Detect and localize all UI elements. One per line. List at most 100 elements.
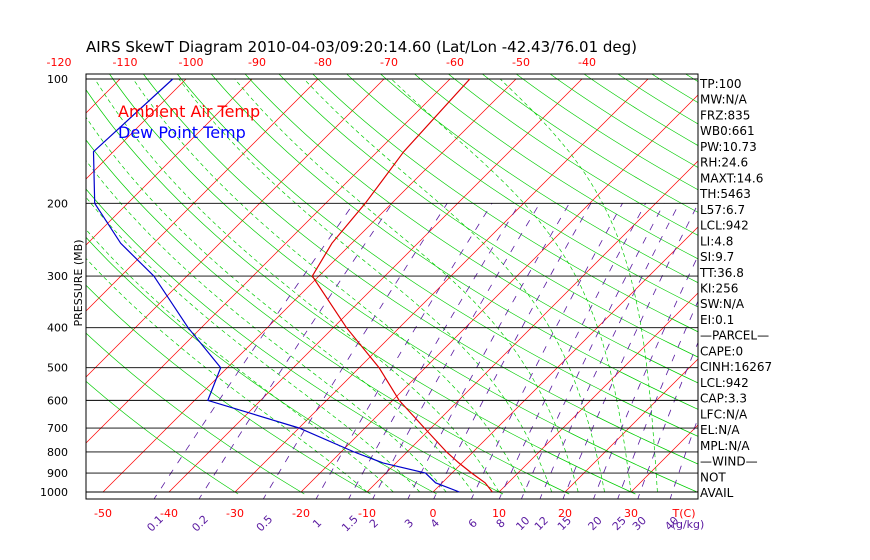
bottom-temp-tick-label: -30 (226, 507, 244, 520)
moist-adiabat-line (94, 78, 500, 493)
pressure-tick-label: 1000 (40, 486, 68, 499)
mixing-ratio-label: 2 (367, 516, 381, 530)
dry-adiabat-line (86, 284, 371, 495)
dry-adiabat-line (515, 74, 698, 191)
pressure-tick-label: 800 (47, 446, 68, 459)
pressure-tick-label: 600 (47, 394, 68, 407)
stability-index-25: NOT (700, 470, 726, 484)
mixing-ratio-label: 12 (532, 514, 551, 533)
mixing-ratio-line (470, 203, 623, 499)
isotherm-line (102, 78, 517, 493)
top-temp-tick-label: -120 (47, 56, 72, 69)
pressure-tick-label: 400 (47, 322, 68, 335)
stability-index-11: SI:9.7 (700, 250, 734, 264)
isotherm-line (86, 78, 385, 378)
dry-adiabat-line (86, 236, 437, 495)
stability-index-13: KI:256 (700, 282, 738, 296)
dry-adiabat-line (210, 74, 698, 410)
moist-adiabat-line (391, 78, 632, 493)
bottom-temp-tick-label: -50 (94, 507, 112, 520)
dry-adiabat-line (448, 74, 698, 236)
plot-frame (85, 73, 699, 500)
mixing-ratio-line (433, 203, 592, 499)
dry-adiabat-line (482, 74, 698, 213)
moist-adiabat-line (499, 78, 658, 493)
stability-index-5: RH:24.6 (700, 156, 748, 170)
isotherm-line (564, 358, 698, 493)
dry-adiabat-line (414, 74, 698, 260)
dry-adiabat-line (346, 74, 698, 308)
mixing-ratio-label: 20 (586, 514, 605, 533)
moist-adiabat-line (86, 257, 368, 493)
ambient-air-temp-line (311, 78, 493, 493)
stability-index-19: LCL:942 (700, 376, 749, 390)
top-temp-tick-label: -70 (380, 56, 398, 69)
stability-index-6: MAXT:14.6 (700, 171, 763, 185)
dry-adiabat-line (278, 74, 698, 358)
mixing-ratio-label: 10 (513, 514, 532, 533)
mixing-ratio-label: 0.2 (189, 513, 211, 535)
isotherm-line (829, 79, 870, 492)
dry-adiabat-line (244, 74, 698, 384)
mixing-ratio-label: 3 (402, 516, 416, 530)
moist-adiabat-line (234, 78, 579, 493)
y-axis-label: PRESSURE (MB) (72, 240, 85, 327)
stability-index-12: TT:36.8 (699, 266, 744, 280)
pressure-tick-label: 300 (47, 270, 68, 283)
dry-adiabat-line (86, 380, 239, 495)
stability-index-2: FRZ:835 (700, 109, 750, 123)
dew-point-temp-line (92, 78, 460, 493)
moist-adiabat-line (303, 78, 605, 493)
dry-adiabat-line (86, 332, 305, 495)
stability-index-4: PW:10.73 (700, 140, 757, 154)
pressure-tick-label: 200 (47, 197, 68, 210)
isotherm-line (366, 160, 698, 493)
isotherm-line (234, 78, 649, 493)
moist-adiabat-line (178, 78, 553, 493)
dry-adiabat-line (380, 74, 698, 284)
mixing-ratio-line (372, 203, 541, 499)
bottom-temp-tick-label: 0 (430, 507, 437, 520)
dry-adiabat-line (86, 188, 504, 495)
dry-adiabat-line (109, 74, 698, 493)
mixing-ratio-line (521, 203, 665, 499)
dry-adiabat-line (583, 74, 698, 146)
mixing-ratio-line (539, 203, 680, 499)
isotherm-line (0, 79, 54, 492)
stability-index-21: LFC:N/A (700, 407, 748, 421)
bottom-temp-tick-label: 20 (558, 507, 572, 520)
isotherm-line (498, 292, 698, 493)
stability-index-15: EI:0.1 (700, 313, 734, 327)
dry-adiabat-line (86, 89, 636, 495)
top-temp-tick-label: -110 (113, 56, 138, 69)
dry-adiabat-line (177, 74, 698, 437)
stability-index-23: MPL:N/A (700, 439, 750, 453)
isotherm-line (86, 78, 187, 180)
bottom-temp-tick-label: 10 (492, 507, 506, 520)
stability-index-1: MW:N/A (700, 93, 748, 107)
top-temp-tick-label: -60 (446, 56, 464, 69)
isotherm-line (763, 79, 870, 492)
mixing-ratio-line (262, 203, 448, 499)
stability-index-18: CINH:16267 (700, 360, 772, 374)
stability-index-8: L57:6.7 (700, 203, 745, 217)
moist-adiabat-line (86, 116, 473, 493)
dry-adiabat-line (86, 139, 570, 495)
bottom-temp-tick-label: -40 (160, 507, 178, 520)
legend-ambient-air-temp: Ambient Air Temp (118, 102, 260, 121)
top-temp-tick-label: -50 (512, 56, 530, 69)
isotherm-line (86, 78, 451, 444)
dry-adiabat-line (312, 74, 698, 333)
bottom-temp-tick-label: -10 (358, 507, 376, 520)
pressure-tick-label: 700 (47, 422, 68, 435)
stability-index-17: CAPE:0 (700, 344, 743, 358)
top-temp-tick-label: -90 (248, 56, 266, 69)
isotherm-line (168, 78, 583, 493)
isotherm-line (300, 94, 698, 493)
pressure-tick-label: 100 (47, 73, 68, 86)
isotherm-line (432, 226, 698, 493)
top-temp-tick-label: -100 (179, 56, 204, 69)
mixing-ratio-label: 4 (428, 516, 442, 530)
isotherm-line (86, 78, 319, 312)
